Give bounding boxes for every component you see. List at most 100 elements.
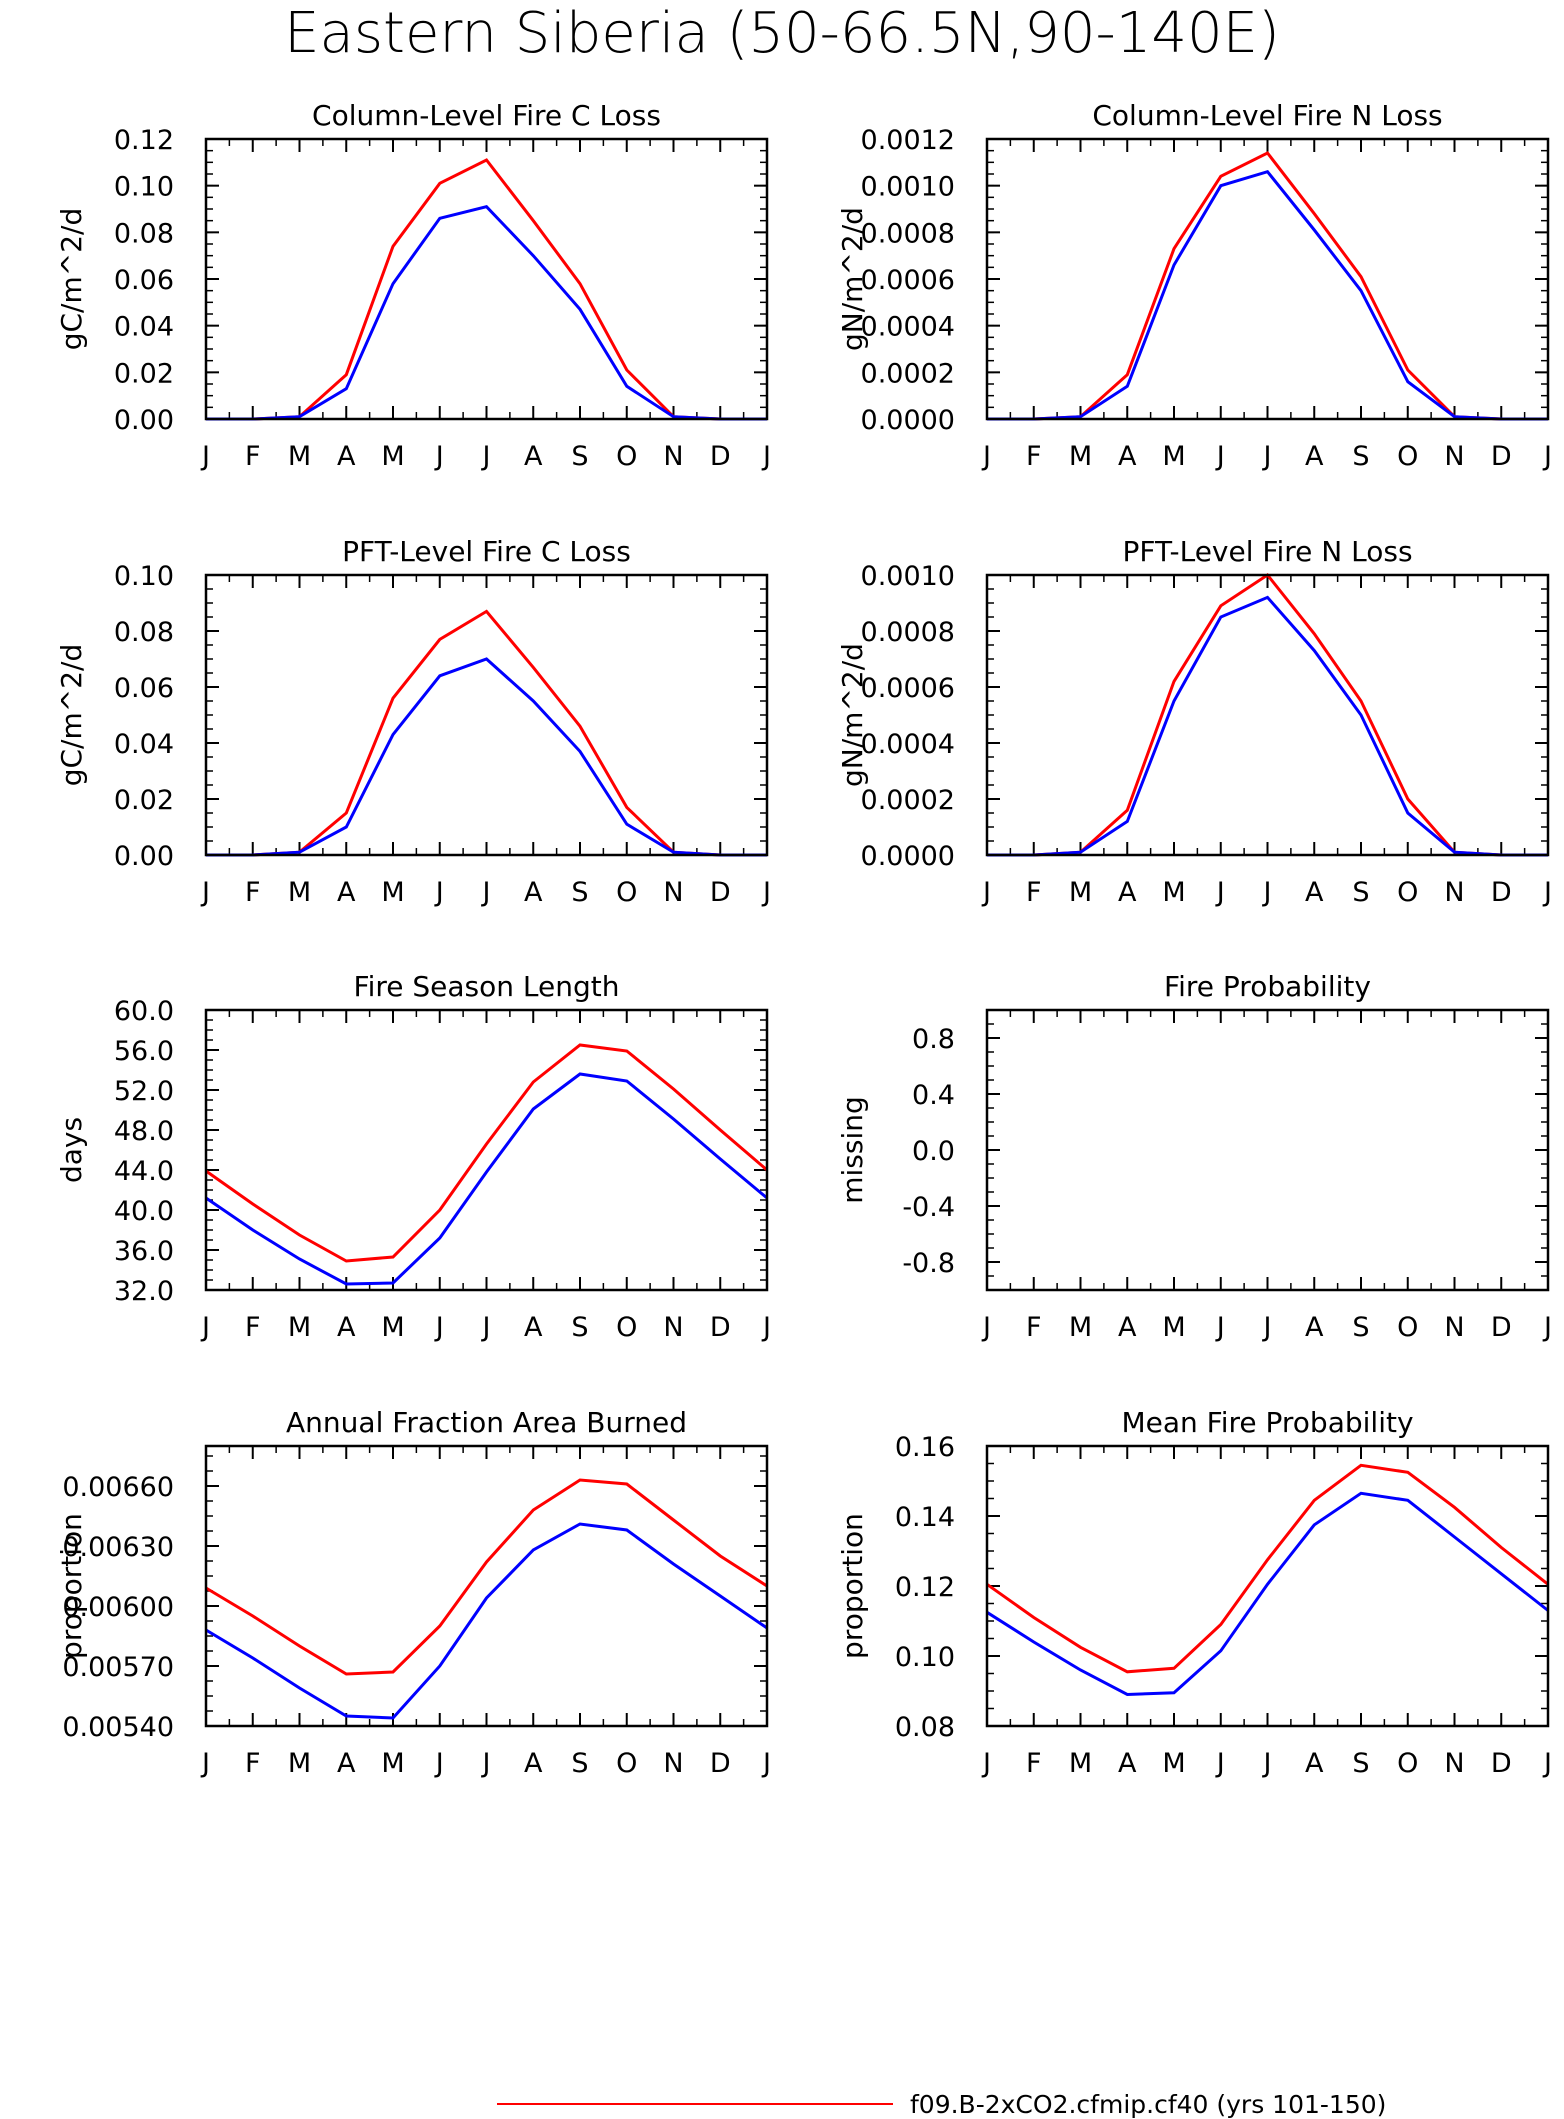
series-line-1 xyxy=(987,572,1548,857)
x-tick-label: A xyxy=(337,1312,356,1343)
x-tick-label: A xyxy=(524,877,543,908)
x-tick-label: M xyxy=(381,877,404,908)
panel-title: Fire Season Length xyxy=(354,970,620,1003)
x-tick-label: J xyxy=(1262,1312,1272,1343)
y-tick-label: 0.0002 xyxy=(861,358,955,389)
x-tick-label: J xyxy=(761,877,771,908)
plot-frame xyxy=(204,573,769,857)
series-line-1 xyxy=(206,158,767,421)
x-tick-label: S xyxy=(571,877,588,908)
y-tick-label: 0.0006 xyxy=(861,673,955,704)
x-tick-label: J xyxy=(981,441,991,472)
x-tick-label: O xyxy=(616,1312,637,1343)
plot-frame xyxy=(985,1444,1550,1728)
panel-title: PFT-Level Fire N Loss xyxy=(1122,535,1412,568)
series-line-1 xyxy=(987,151,1548,421)
x-tick-label: A xyxy=(1118,441,1137,472)
y-axis-label: proportion xyxy=(55,1513,88,1659)
plot-frame xyxy=(985,137,1550,421)
y-tick-label: 0.06 xyxy=(114,265,174,296)
y-tick-label: 0.08 xyxy=(114,218,174,249)
x-tick-label: J xyxy=(1215,441,1225,472)
y-axis-label: gN/m^2/d xyxy=(836,207,869,351)
x-tick-label: O xyxy=(1397,877,1418,908)
x-tick-label: F xyxy=(245,441,261,472)
x-tick-label: S xyxy=(571,441,588,472)
x-tick-label: A xyxy=(337,1748,356,1779)
x-tick-label: M xyxy=(288,1748,311,1779)
x-tick-label: J xyxy=(761,1748,771,1779)
y-tick-label: 0.08 xyxy=(114,617,174,648)
x-tick-label: F xyxy=(1026,877,1042,908)
x-tick-label: D xyxy=(710,441,731,472)
x-tick-label: J xyxy=(481,1748,491,1779)
x-tick-label: J xyxy=(761,1312,771,1343)
x-tick-label: S xyxy=(1352,1748,1369,1779)
panel-title: Fire Probability xyxy=(1164,970,1371,1003)
x-tick-label: M xyxy=(1069,877,1092,908)
x-tick-label: J xyxy=(200,441,210,472)
x-tick-label: J xyxy=(981,1312,991,1343)
plot-frame xyxy=(204,137,769,421)
x-tick-label: F xyxy=(245,877,261,908)
x-tick-label: J xyxy=(1542,1312,1552,1343)
figure-title: Eastern Siberia (50-66.5N,90-140E) xyxy=(284,1,1280,66)
x-tick-label: N xyxy=(1444,441,1464,472)
y-tick-label: 40.0 xyxy=(114,1196,174,1227)
series-line-1 xyxy=(205,1043,768,1263)
legend: f09.B-2xCO2.cfmip.cf40 (yrs 101-150) xyxy=(497,2090,1386,2119)
x-tick-label: J xyxy=(481,1312,491,1343)
x-tick-label: F xyxy=(245,1748,261,1779)
x-tick-label: A xyxy=(524,1312,543,1343)
panel-title: Mean Fire Probability xyxy=(1121,1406,1413,1439)
x-tick-label: D xyxy=(1491,441,1512,472)
x-tick-label: M xyxy=(1162,877,1185,908)
y-axis-label: days xyxy=(55,1117,88,1183)
plot-frame xyxy=(985,1008,1550,1292)
legend-label-series-1: f09.B-2xCO2.cfmip.cf40 (yrs 101-150) xyxy=(910,2090,1386,2119)
x-tick-label: S xyxy=(571,1748,588,1779)
x-tick-label: M xyxy=(381,441,404,472)
plot-frame xyxy=(204,1444,769,1728)
x-tick-label: M xyxy=(1069,1748,1092,1779)
y-tick-label: 0.0008 xyxy=(861,617,955,648)
x-tick-label: M xyxy=(1069,1312,1092,1343)
x-tick-label: J xyxy=(481,877,491,908)
y-tick-label: 0.0012 xyxy=(861,125,955,156)
x-tick-label: J xyxy=(434,1312,444,1343)
x-tick-label: A xyxy=(1118,1748,1137,1779)
y-tick-label: 0.12 xyxy=(895,1572,955,1603)
y-tick-label: -0.4 xyxy=(902,1192,955,1223)
x-tick-label: J xyxy=(1215,877,1225,908)
y-tick-label: 0.0006 xyxy=(861,265,955,296)
x-tick-label: S xyxy=(1352,1312,1369,1343)
x-tick-label: J xyxy=(200,1748,210,1779)
x-tick-label: O xyxy=(1397,1312,1418,1343)
x-tick-label: J xyxy=(434,441,444,472)
y-tick-label: 0.00570 xyxy=(62,1652,174,1683)
y-tick-label: 0.00 xyxy=(114,405,174,436)
series-line-2 xyxy=(986,1491,1549,1697)
y-tick-label: 0.16 xyxy=(895,1432,955,1463)
x-tick-label: D xyxy=(710,1312,731,1343)
x-tick-label: J xyxy=(981,1748,991,1779)
y-tick-label: 0.10 xyxy=(895,1642,955,1673)
y-tick-label: 36.0 xyxy=(114,1236,174,1267)
y-tick-label: -0.8 xyxy=(902,1248,955,1279)
x-tick-label: M xyxy=(381,1748,404,1779)
x-tick-label: A xyxy=(337,441,356,472)
x-tick-label: J xyxy=(200,1312,210,1343)
y-tick-label: 0.12 xyxy=(114,125,174,156)
x-tick-label: A xyxy=(524,441,543,472)
x-tick-label: A xyxy=(1305,441,1324,472)
y-tick-label: 0.8 xyxy=(912,1024,955,1055)
x-tick-label: A xyxy=(1305,1312,1324,1343)
y-axis-label: missing xyxy=(836,1096,869,1204)
plot-frame xyxy=(204,1008,769,1292)
x-tick-label: N xyxy=(1444,1748,1464,1779)
x-tick-label: D xyxy=(1491,1748,1512,1779)
